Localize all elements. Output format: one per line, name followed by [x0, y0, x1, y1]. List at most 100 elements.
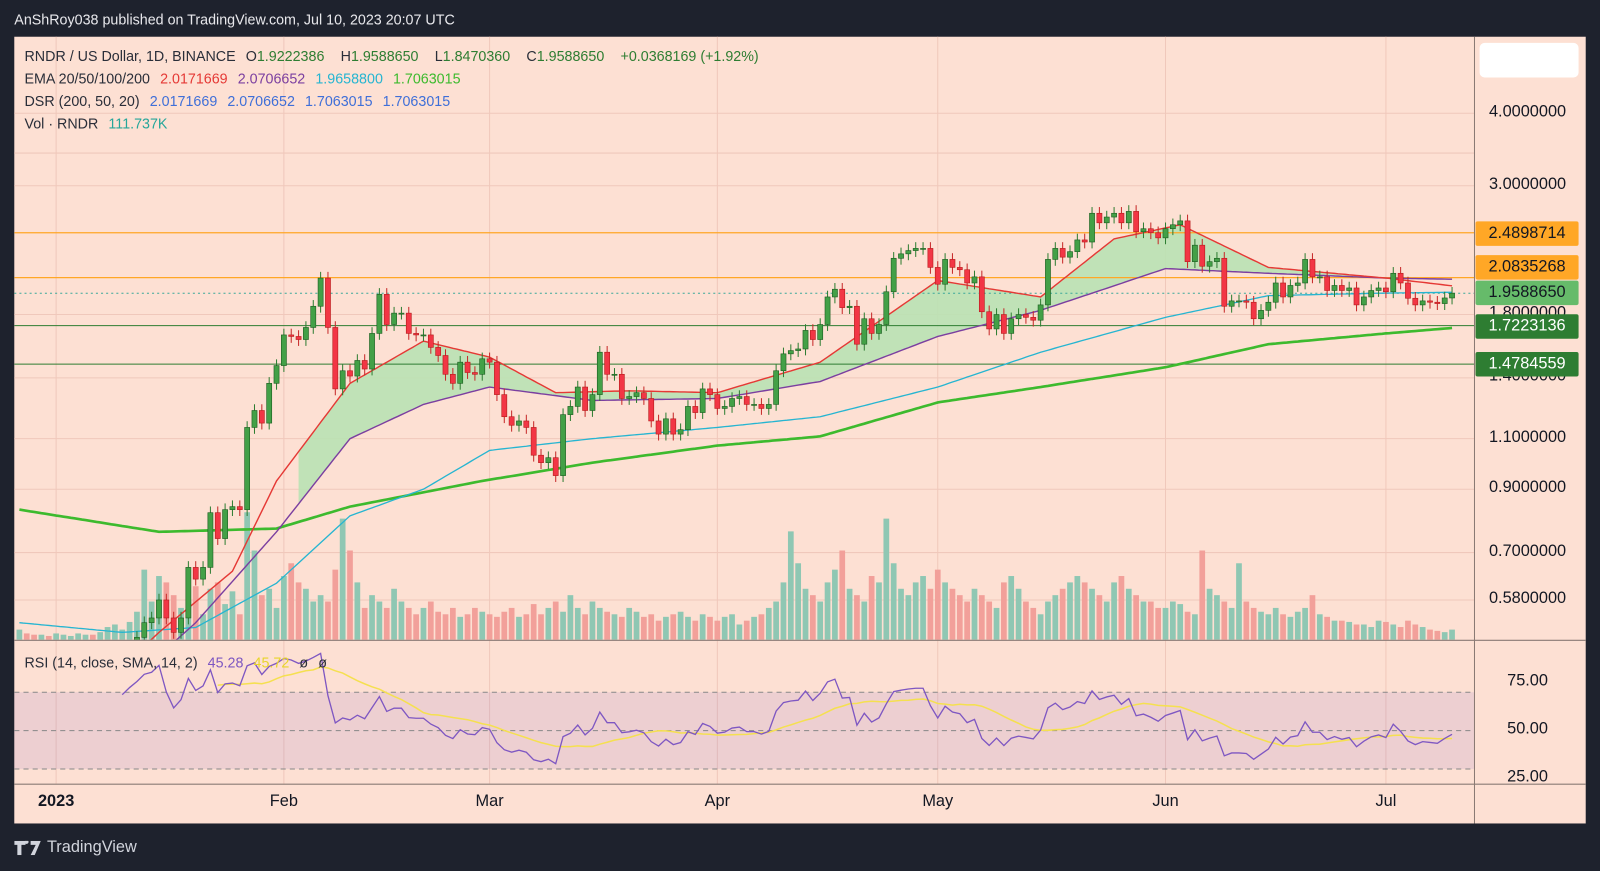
- candle: [846, 300, 853, 314]
- candle-body: [545, 457, 552, 463]
- candle-body: [890, 257, 897, 293]
- volume-bar: [405, 607, 412, 640]
- candle-body: [464, 361, 471, 373]
- candle-body: [457, 361, 464, 384]
- candle-body: [707, 388, 713, 395]
- candle-body: [1346, 287, 1353, 291]
- candle: [1221, 252, 1228, 313]
- low-value: 1.8470360: [442, 47, 511, 65]
- volume-bar: [1434, 630, 1441, 640]
- candle: [685, 400, 691, 437]
- candle-body: [971, 276, 978, 284]
- volume-bar: [420, 607, 427, 640]
- candle: [391, 306, 397, 331]
- candle-body: [1331, 285, 1338, 291]
- candle-body: [618, 373, 625, 399]
- candle: [1265, 296, 1272, 317]
- candle: [369, 327, 375, 376]
- candle-body: [1412, 297, 1419, 306]
- candle: [90, 675, 95, 694]
- candle: [1280, 276, 1286, 304]
- candle-body: [442, 355, 449, 375]
- volume-bar: [16, 629, 23, 640]
- volume-bar: [934, 569, 941, 640]
- legend-dsr[interactable]: DSR (200, 50, 20) 2.0171669 2.0706652 1.…: [24, 92, 451, 110]
- volume-bar: [890, 563, 897, 640]
- candle: [986, 305, 993, 336]
- candle: [971, 270, 978, 290]
- candle: [325, 271, 331, 334]
- candle: [648, 392, 655, 428]
- candle-body: [1353, 287, 1360, 306]
- candle-body: [1045, 259, 1051, 306]
- legend-ema[interactable]: EMA 20/50/100/200 2.0171669 2.0706652 1.…: [24, 70, 461, 87]
- candle-body: [538, 454, 544, 463]
- volume-bar: [1316, 614, 1323, 640]
- candle: [192, 561, 199, 586]
- volume-bar: [589, 601, 596, 640]
- volume-bar: [560, 611, 566, 640]
- volume-bar: [721, 616, 728, 640]
- volume-bar: [714, 620, 721, 640]
- volume-bar: [978, 595, 985, 640]
- volume-bar: [266, 588, 273, 640]
- candle-body: [758, 404, 765, 409]
- candle: [663, 412, 669, 441]
- candle: [810, 324, 816, 346]
- ema50-value: 2.0706652: [237, 70, 306, 87]
- volume-bar: [1133, 595, 1139, 640]
- candle-body: [1221, 257, 1228, 307]
- candle: [170, 611, 177, 639]
- candle-body: [1228, 300, 1235, 307]
- legend-rsi[interactable]: RSI (14, close, SMA, 14, 2) 45.28 45.72 …: [24, 654, 327, 671]
- legend-volume[interactable]: Vol · RNDR 111.737K: [24, 115, 168, 132]
- tradingview-logo[interactable]: TradingView: [14, 839, 137, 857]
- candle-body: [303, 327, 309, 340]
- volume-bar: [258, 595, 265, 640]
- candle-body: [427, 334, 434, 348]
- candle: [98, 669, 103, 694]
- volume-bar: [325, 601, 331, 640]
- candle: [148, 611, 155, 630]
- candle-body: [170, 617, 177, 633]
- candle-body: [134, 637, 140, 640]
- candle: [450, 368, 456, 390]
- volume-bar: [244, 512, 251, 640]
- candle-body: [1103, 216, 1110, 224]
- volume-bar: [1103, 601, 1110, 640]
- candle: [707, 382, 713, 401]
- candle: [1316, 270, 1323, 284]
- candle-body: [1162, 228, 1169, 239]
- candle: [1184, 214, 1191, 269]
- candle-body: [435, 347, 442, 356]
- volume-bar: [1280, 614, 1286, 640]
- volume-bar: [846, 588, 853, 640]
- candle: [1155, 226, 1162, 245]
- price-tick-label: 4.0000000: [1488, 103, 1567, 121]
- volume-bar: [1294, 611, 1301, 640]
- candle-body: [795, 348, 802, 351]
- volume-bar: [303, 588, 309, 640]
- candle-body: [1140, 228, 1147, 233]
- candle: [1302, 253, 1308, 290]
- candle-body: [574, 386, 581, 407]
- candle: [677, 423, 684, 441]
- volume-bar: [295, 582, 302, 640]
- candle: [1147, 222, 1154, 240]
- candle-body: [1214, 257, 1220, 262]
- pane-borders: [14, 36, 1586, 824]
- volume-bar: [604, 611, 611, 640]
- candle-body: [266, 383, 273, 424]
- candle: [1103, 210, 1110, 230]
- candle-body: [604, 351, 611, 375]
- time-tick-label: Apr: [704, 792, 731, 811]
- candle-body: [1125, 211, 1132, 224]
- volume-bar: [90, 634, 96, 640]
- volume-bar: [971, 588, 978, 640]
- legend-symbol[interactable]: RNDR / US Dollar, 1D, BINANCE: [24, 47, 236, 65]
- volume-bar: [391, 588, 397, 640]
- candle: [530, 421, 537, 462]
- volume-bar: [1111, 582, 1117, 640]
- volume-bar: [141, 569, 148, 640]
